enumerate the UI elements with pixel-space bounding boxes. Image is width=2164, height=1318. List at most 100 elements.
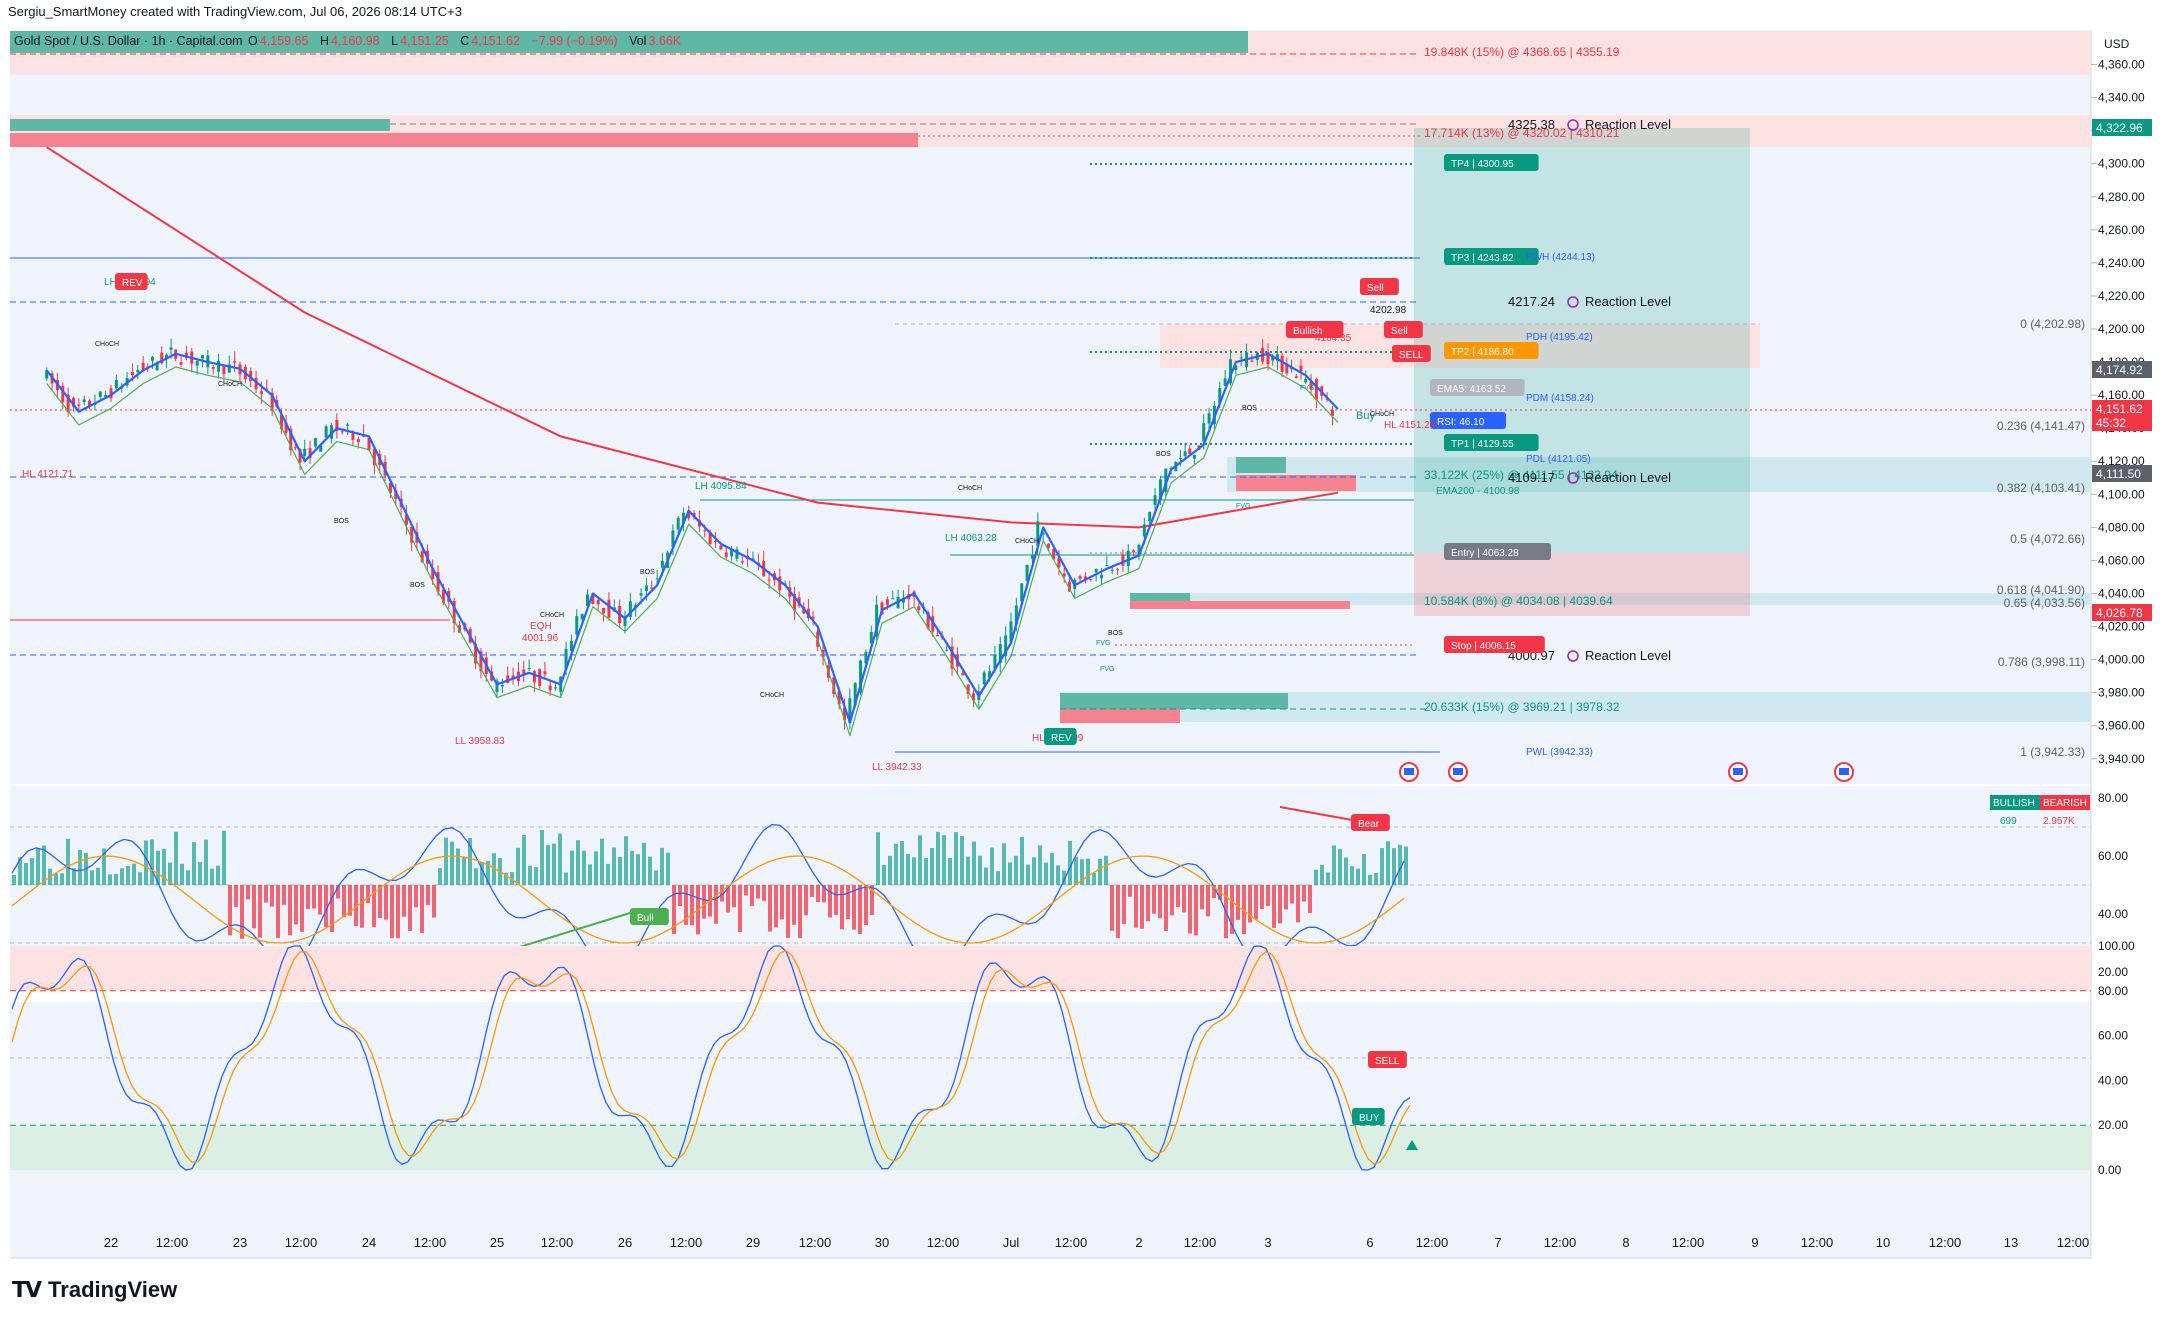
osc1-histogram-bar — [1212, 885, 1216, 899]
osc1-histogram-bar — [1284, 885, 1288, 910]
osc1-histogram-bar — [210, 868, 214, 885]
candle-body — [869, 631, 873, 644]
osc1-histogram-bar — [150, 839, 154, 885]
osc1-histogram-bar — [894, 843, 898, 885]
time-tick-label: 3 — [1264, 1235, 1271, 1250]
osc1-histogram-bar — [54, 873, 58, 885]
legend-bull-bg — [1990, 795, 2040, 810]
price-tag-label: 4,151.62 — [2096, 402, 2143, 416]
candle-body — [639, 593, 643, 596]
osc1-histogram-bar — [558, 833, 562, 885]
osc1-histogram-bar — [978, 855, 982, 885]
candle-body — [522, 669, 526, 675]
fib-label: 1 (3,942.33) — [2020, 745, 2085, 759]
osc1-histogram-bar — [162, 848, 166, 885]
osc1-line-orange — [11, 855, 1405, 944]
osc1-histogram-bar — [1242, 885, 1246, 935]
osc1-histogram-bar — [840, 885, 844, 930]
demand-zone-low — [1130, 593, 2090, 605]
osc1-histogram-bar — [384, 885, 388, 920]
hl-label-right: HL 4151.29 — [1384, 420, 1436, 431]
osc1-histogram-bar — [948, 857, 952, 885]
osc1-tick-label: 20.00 — [2098, 965, 2128, 979]
osc1-histogram-bar — [936, 831, 940, 885]
candle-body — [1052, 548, 1056, 560]
osc1-histogram-bar — [438, 868, 442, 885]
candle-body — [832, 677, 836, 694]
candle-body — [575, 616, 579, 635]
candle-body — [217, 360, 221, 372]
candle-body — [875, 604, 879, 637]
candle-body — [543, 671, 547, 675]
candle-body — [1299, 365, 1303, 372]
candle-body — [703, 530, 707, 532]
candle-body — [265, 388, 269, 390]
candle-body — [842, 707, 846, 721]
price-tick-label: 4,360.00 — [2098, 58, 2145, 72]
osc1-histogram-bar — [702, 885, 706, 919]
candle-body — [792, 594, 796, 611]
time-tick-label: 12:00 — [1055, 1235, 1088, 1250]
volume-bar-top — [10, 31, 1248, 53]
osc1-histogram-bar — [294, 885, 298, 925]
osc1-histogram-bar — [1386, 841, 1390, 885]
osc1-histogram-bar — [60, 873, 64, 885]
price-tick-label: 4,160.00 — [2098, 388, 2145, 402]
osc1-histogram-bar — [1020, 837, 1024, 885]
price-tag-label: 45:32 — [2096, 416, 2126, 430]
osc1-histogram-bar — [276, 885, 280, 938]
candle-body — [351, 432, 355, 440]
candle-body — [474, 643, 478, 664]
candle-body — [436, 572, 440, 592]
candle-body — [1280, 355, 1284, 372]
candle-body — [1330, 410, 1334, 416]
osc1-histogram-bar — [1098, 858, 1102, 885]
osc1-histogram-bar — [1260, 885, 1264, 909]
osc1-histogram-bar — [1062, 870, 1066, 885]
price-tag — [2092, 361, 2152, 378]
candle-body — [479, 651, 483, 672]
price-tag — [2092, 414, 2152, 431]
volume-bar-3a — [1236, 457, 1286, 473]
osc1-histogram-bar — [732, 885, 736, 908]
volume-bar-5a — [1060, 693, 1288, 709]
osc1-histogram-bar — [1404, 846, 1408, 885]
osc1-histogram-bar — [1344, 857, 1348, 885]
rev-tag-top — [115, 273, 148, 290]
candle-body — [372, 448, 376, 466]
ema5-tag — [1430, 379, 1525, 396]
osc1-histogram-bar — [744, 885, 748, 896]
price-tag — [2092, 119, 2152, 136]
osc1-histogram-bar — [1032, 857, 1036, 885]
osc1-histogram-bar — [528, 865, 532, 885]
candle-body — [1228, 359, 1232, 384]
bull-tag — [630, 908, 669, 925]
osc1-histogram-bar — [882, 864, 886, 885]
osc1-histogram-bar — [234, 885, 238, 908]
osc1-histogram-bar — [1008, 862, 1012, 885]
osc1-histogram-bar — [786, 885, 790, 938]
candle-body — [410, 526, 414, 543]
fib-label: 0.5 (4,072.66) — [2010, 532, 2085, 546]
open-value: 4,159.65 — [259, 34, 309, 48]
entry-tag-text: Entry | 4063.28 — [1451, 548, 1519, 559]
vol-value: 3.66K — [648, 34, 682, 48]
candle-body — [596, 600, 600, 605]
price-tick-label: 4,100.00 — [2098, 487, 2145, 501]
reaction-level-2-label: Reaction Level — [1585, 294, 1671, 309]
osc1-histogram-bar — [228, 885, 232, 936]
candle-body — [1153, 495, 1157, 505]
osc1-histogram-bar — [522, 835, 526, 885]
candle-body — [1207, 413, 1211, 424]
tradingview-brand[interactable]: 𝗧𝗩 TradingView — [12, 1277, 177, 1303]
osc1-histogram-bar — [714, 885, 718, 924]
symbol-name[interactable]: Gold Spot / U.S. Dollar · 1h · Capital.c… — [14, 34, 243, 48]
candle-body — [591, 593, 595, 604]
candle-body — [324, 426, 328, 438]
candle-body — [1078, 576, 1082, 579]
osc1-histogram-bar — [594, 851, 598, 885]
osc1-histogram-bar — [1056, 865, 1060, 885]
candle-body — [356, 439, 360, 443]
change-value: −7.99 (−0.19%) — [531, 34, 618, 48]
osc1-tick-label: 80.00 — [2098, 791, 2128, 805]
